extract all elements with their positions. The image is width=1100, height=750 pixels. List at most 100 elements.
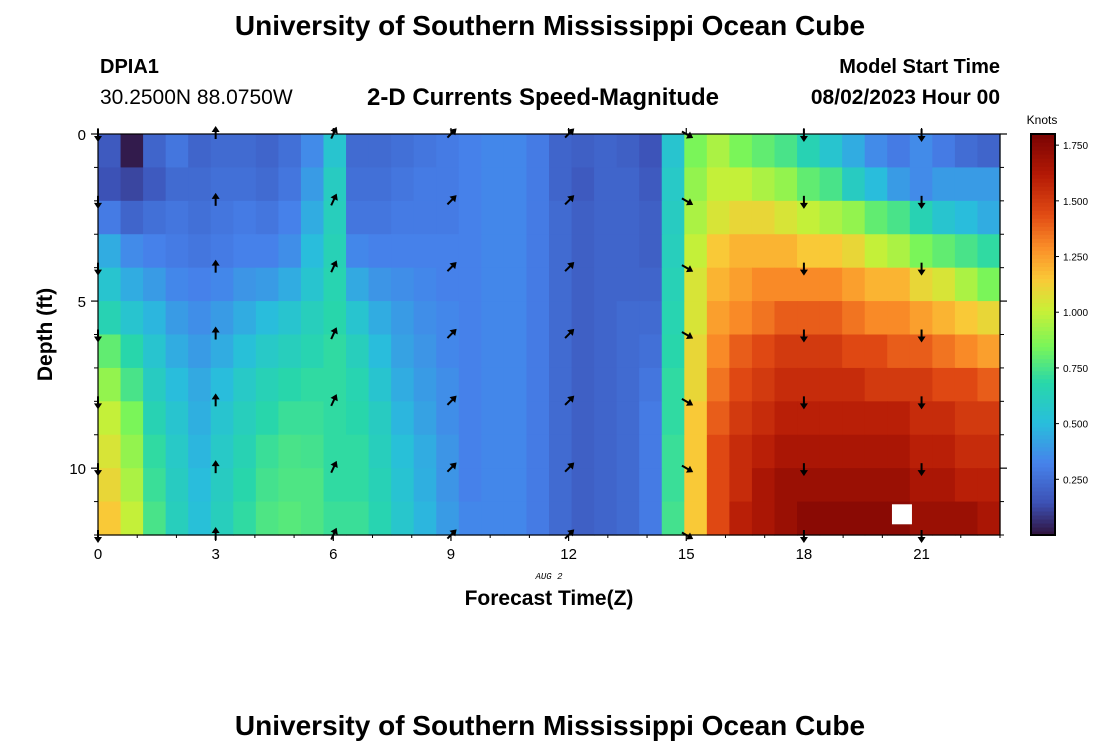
colorbar-segment bbox=[1031, 146, 1055, 151]
heatmap-cell bbox=[233, 468, 257, 503]
colorbar-segment bbox=[1031, 526, 1055, 532]
heatmap-cell bbox=[210, 167, 234, 202]
heatmap-cell bbox=[98, 468, 122, 503]
heatmap-cell bbox=[143, 234, 167, 269]
heatmap-cell bbox=[233, 401, 257, 436]
colorbar-segment bbox=[1031, 378, 1055, 384]
heatmap-cell bbox=[571, 367, 595, 402]
current-vector bbox=[799, 195, 808, 209]
heatmap-cell bbox=[684, 134, 708, 169]
heatmap-cell bbox=[233, 434, 257, 469]
date-label: AUG 2 bbox=[534, 572, 563, 582]
heatmap-cell bbox=[526, 367, 550, 402]
colorbar-segment bbox=[1031, 298, 1055, 304]
heatmap-cell bbox=[458, 501, 482, 536]
colorbar-tick-label: 0.500 bbox=[1063, 420, 1088, 431]
heatmap-cell bbox=[977, 234, 1001, 269]
current-vector bbox=[330, 327, 338, 340]
heatmap-cell bbox=[526, 501, 550, 536]
heatmap-cell bbox=[977, 167, 1001, 202]
heatmap-cell bbox=[909, 501, 933, 536]
colorbar-segment bbox=[1031, 346, 1055, 352]
heatmap-cell bbox=[413, 468, 437, 503]
heatmap-cell bbox=[346, 468, 370, 503]
missing-data-cell bbox=[891, 504, 912, 525]
heatmap-cell bbox=[300, 334, 325, 369]
heatmap-cell bbox=[639, 167, 663, 202]
heatmap-cell bbox=[346, 200, 370, 235]
colorbar-segment bbox=[1031, 278, 1055, 283]
heatmap-cell bbox=[594, 234, 618, 269]
heatmap-cell bbox=[774, 334, 798, 369]
heatmap-cell bbox=[549, 134, 573, 169]
heatmap-cell bbox=[255, 468, 279, 503]
chart-title: University of Southern Mississippi Ocean… bbox=[234, 10, 866, 41]
heatmap-cell bbox=[954, 234, 979, 269]
colorbar-segment bbox=[1031, 210, 1055, 215]
heatmap-cell bbox=[594, 167, 618, 202]
heatmap-cell bbox=[165, 267, 189, 302]
heatmap-cell bbox=[887, 434, 911, 469]
heatmap-cell bbox=[549, 267, 573, 302]
vector-head bbox=[449, 195, 457, 203]
heatmap-cell bbox=[571, 301, 595, 336]
colorbar-segment bbox=[1031, 446, 1055, 452]
heatmap-cell bbox=[413, 167, 437, 202]
heatmap-cell bbox=[954, 301, 979, 336]
heatmap-cell bbox=[887, 401, 911, 436]
heatmap-cell bbox=[210, 434, 234, 469]
colorbar-segment bbox=[1031, 438, 1055, 444]
heatmap-cell bbox=[729, 200, 753, 235]
colorbar-segment bbox=[1031, 362, 1055, 368]
heatmap-cell bbox=[165, 334, 189, 369]
colorbar-segment bbox=[1031, 166, 1055, 171]
heatmap-cell bbox=[819, 167, 843, 202]
heatmap-cell bbox=[932, 134, 956, 169]
heatmap-cell bbox=[977, 334, 1001, 369]
heatmap-cell bbox=[481, 434, 505, 469]
vector-head bbox=[685, 465, 694, 473]
colorbar-segment bbox=[1031, 274, 1055, 279]
vector-head bbox=[685, 532, 694, 540]
colorbar-segment bbox=[1031, 266, 1055, 271]
heatmap-cell bbox=[436, 468, 460, 503]
heatmap-cell bbox=[526, 334, 550, 369]
heatmap-cell bbox=[323, 434, 347, 469]
vector-head bbox=[799, 269, 808, 276]
heatmap-cell bbox=[819, 234, 843, 269]
heatmap-cell bbox=[188, 200, 212, 235]
heatmap-cell bbox=[977, 367, 1001, 402]
current-vector bbox=[917, 262, 926, 276]
heatmap-cell bbox=[98, 501, 122, 536]
colorbar-segment bbox=[1031, 162, 1055, 167]
colorbar-segment bbox=[1031, 422, 1055, 428]
current-vector bbox=[917, 329, 926, 343]
heatmap-cell bbox=[233, 367, 257, 402]
heatmap-cell bbox=[188, 501, 212, 536]
colorbar-segment bbox=[1031, 290, 1055, 295]
heatmap-cell bbox=[751, 468, 776, 503]
heatmap-cell bbox=[684, 501, 708, 536]
vector-head bbox=[917, 403, 926, 410]
heatmap-cell bbox=[300, 434, 325, 469]
heatmap-cell bbox=[571, 267, 595, 302]
heatmap-cell bbox=[549, 200, 573, 235]
colorbar-segment bbox=[1031, 354, 1055, 360]
heatmap-cell bbox=[368, 367, 392, 402]
heatmap-cell bbox=[751, 334, 776, 369]
heatmap-cell bbox=[391, 267, 415, 302]
heatmap-cell bbox=[481, 301, 505, 336]
heatmap-cell bbox=[346, 434, 370, 469]
heatmap-cell bbox=[120, 367, 144, 402]
heatmap-cell bbox=[165, 367, 189, 402]
heatmap-cell bbox=[932, 334, 956, 369]
heatmap-cell bbox=[797, 434, 821, 469]
y-tick-label: 0 bbox=[78, 127, 86, 144]
heatmap-cell bbox=[751, 200, 776, 235]
heatmap-cell bbox=[706, 234, 730, 269]
heatmap-cell bbox=[323, 501, 347, 536]
heatmap-cell bbox=[729, 334, 753, 369]
heatmap-cell bbox=[684, 434, 708, 469]
heatmap-cell bbox=[594, 267, 618, 302]
heatmap-cell bbox=[842, 134, 866, 169]
